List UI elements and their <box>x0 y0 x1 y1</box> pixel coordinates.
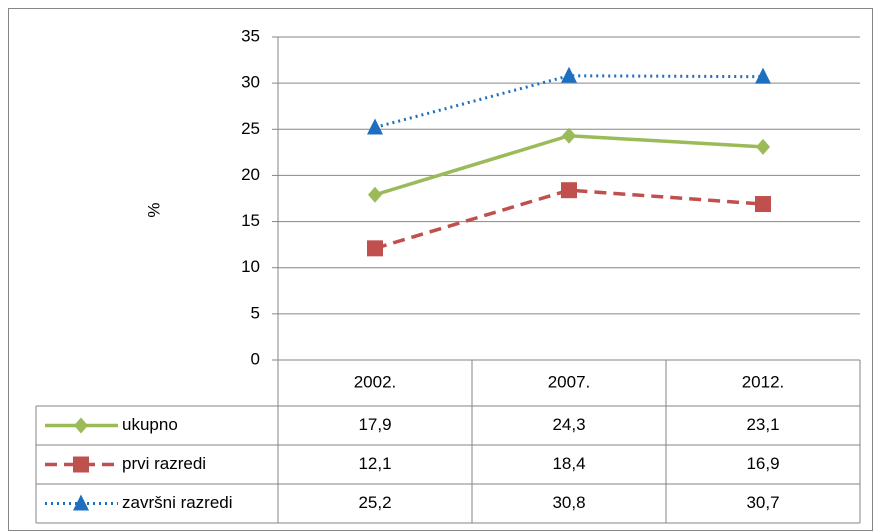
point-marker <box>755 67 771 84</box>
legend-key-marker <box>74 417 88 434</box>
table-value: 23,1 <box>746 415 779 434</box>
point-marker <box>756 138 770 155</box>
table-value: 25,2 <box>358 493 391 512</box>
table-value: 30,8 <box>552 493 585 512</box>
legend-key-marker <box>73 494 89 511</box>
table-value: 30,7 <box>746 493 779 512</box>
table-value: 17,9 <box>358 415 391 434</box>
point-marker <box>367 118 383 135</box>
y-axis-label: % <box>144 202 163 217</box>
y-tick-label: 10 <box>241 257 260 276</box>
x-tick-label: 2007. <box>548 372 591 391</box>
table-value: 16,9 <box>746 454 779 473</box>
table-value: 12,1 <box>358 454 391 473</box>
y-tick-label: 0 <box>251 349 260 368</box>
y-tick-label: 20 <box>241 165 260 184</box>
series-line <box>374 188 764 251</box>
y-tick-label: 5 <box>251 303 260 322</box>
y-tick-label: 25 <box>241 119 260 138</box>
y-tick-label: 30 <box>241 73 260 92</box>
point-marker <box>367 240 383 257</box>
x-tick-label: 2002. <box>354 372 397 391</box>
point-marker <box>561 182 577 199</box>
chart-frame <box>8 8 873 531</box>
legend-label: prvi razredi <box>122 454 206 473</box>
point-marker <box>561 66 577 83</box>
legend-label: završni razredi <box>122 493 233 512</box>
point-marker <box>368 186 382 203</box>
table-value: 18,4 <box>552 454 585 473</box>
series-line <box>374 74 764 129</box>
legend-label: ukupno <box>122 415 178 434</box>
table-value: 24,3 <box>552 415 585 434</box>
legend-key-marker <box>73 456 89 473</box>
x-tick-label: 2012. <box>742 372 785 391</box>
y-tick-label: 15 <box>241 211 260 230</box>
y-tick-label: 35 <box>241 26 260 45</box>
point-marker <box>755 196 771 213</box>
point-marker <box>562 127 576 144</box>
